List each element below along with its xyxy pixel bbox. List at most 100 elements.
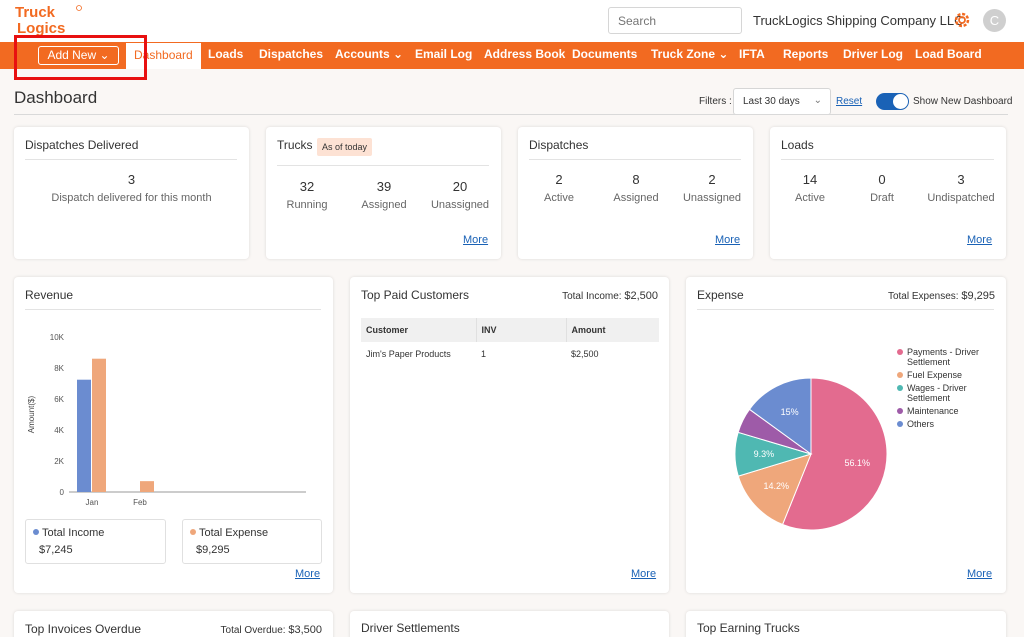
stat-value: 14 [802,172,818,187]
more-link[interactable]: More [631,568,657,580]
search-input[interactable] [608,7,742,34]
nav-item-email-log[interactable]: Email Log [415,47,473,61]
cell-inv: 1 [481,349,487,359]
nav-item-documents[interactable]: Documents [572,47,638,61]
divider [781,159,994,160]
stat-label: Undispatched [927,192,995,204]
trucklogics-logo[interactable]: Truck Logics [14,2,86,38]
card-dispatches: Dispatches 2 Active 8 Assigned 2 Unassig… [518,127,753,259]
nav-item-dashboard[interactable]: Dashboard [126,42,201,69]
add-new-button[interactable]: Add New ⌄ [38,46,119,65]
card-title: Driver Settlements [361,621,460,635]
pie-slice-fuel-expense [737,453,812,526]
nav-item-reports[interactable]: Reports [783,47,829,61]
total-income-label: Total Income [33,527,104,539]
legend-dot [897,372,903,378]
toggle-label: Show New Dashboard [913,96,1013,107]
summary-label: Total Overdue: [220,625,289,636]
total-income-summary: Total Income: $2,500 [562,290,658,302]
stat-draft: 0 Draft [852,172,912,204]
table-row[interactable]: Jim's Paper Products 1 $2,500 [361,342,659,366]
legend-item[interactable]: Others [897,419,982,429]
legend-item[interactable]: Maintenance [897,406,982,416]
card-title: Trucks [277,138,313,152]
company-name[interactable]: TruckLogics Shipping Company LLC [753,13,964,28]
expense-pie-chart: 56.1% 14.2% 9.3% 15% [734,377,888,531]
x-tick-label: Jan [86,498,99,507]
legend-label: Wages - Driver Settlement [907,383,967,403]
svg-text:Truck: Truck [15,4,56,21]
legend-label: Payments - Driver Settlement [907,347,980,367]
avatar[interactable]: C [983,9,1006,32]
stat-label: Unassigned [430,199,490,211]
filters-label: Filters : [699,96,732,107]
nav-item-truck-zone[interactable]: Truck Zone ⌄ [651,42,728,69]
stat-unassigned: 20 Unassigned [426,179,494,211]
bar-jan-total-expense [92,358,106,492]
total-expense-box: Total Expense $9,295 [182,519,322,564]
stat-caption: Dispatch delivered for this month [51,192,212,204]
legend-item[interactable]: Fuel Expense [897,370,982,380]
column-header-inv[interactable]: INV [476,318,567,342]
gear-icon[interactable] [952,10,972,30]
pie-legend: Payments - Driver Settlement Fuel Expense… [897,347,982,432]
pie-slice-others [748,377,812,455]
card-revenue: Revenue Amount($) 0 2K 4K 6K 8K 10K Jan Feb Tota… [14,277,333,593]
delivered-stat: 3 Dispatch delivered for this month [14,172,249,204]
card-title: Dispatches Delivered [25,138,139,152]
card-title: Revenue [25,288,74,302]
date-filter-select[interactable]: Last 30 days ⌄ [733,88,831,115]
new-dashboard-toggle[interactable] [876,93,909,110]
nav-item-dispatches[interactable]: Dispatches [259,47,324,61]
reset-link[interactable]: Reset [836,96,863,107]
x-tick-label: Feb [133,498,147,507]
page-title: Dashboard [14,88,98,107]
column-header-amount[interactable]: Amount [566,318,659,342]
stat-value: 39 [376,179,392,194]
legend-dot [897,408,903,414]
stat-unassigned: 2 Unassigned [678,172,746,204]
stat-label: Assigned [613,192,659,204]
nav-item-label: Accounts [335,47,390,61]
legend-label: Fuel Expense [907,370,963,380]
divider [25,159,237,160]
pie-data-label: 56.1% [844,458,870,468]
more-link[interactable]: More [715,234,741,246]
divider [529,159,741,160]
top-bar: Truck Logics TruckLogics Shipping Compan… [0,0,1024,42]
total-expense-label: Total Expense [190,527,268,539]
nav-item-accounts[interactable]: Accounts ⌄ [335,42,403,69]
pie-data-label: 9.3% [754,449,775,459]
card-title: Top Invoices Overdue [25,622,142,636]
customers-table: Customer INV Amount Jim's Paper Products… [361,318,659,366]
divider [277,165,489,166]
stat-value: 2 [555,172,563,187]
more-link[interactable]: More [463,234,489,246]
total-income-value: $7,245 [39,544,73,556]
toggle-knob [893,94,908,109]
legend-item[interactable]: Wages - Driver Settlement [897,383,982,403]
highlight-box [14,35,147,80]
pie-data-label: 15% [781,407,799,417]
legend-dot [897,385,903,391]
stat-active: 2 Active [529,172,589,204]
legend-item[interactable]: Payments - Driver Settlement [897,347,982,367]
card-title: Top Paid Customers [361,288,470,302]
card-title: Expense [697,288,744,302]
nav-item-loads[interactable]: Loads [208,47,244,61]
income-dot [33,529,39,535]
nav-item-ifta[interactable]: IFTA [739,47,765,61]
nav-item-address-book[interactable]: Address Book [484,47,566,61]
stat-value: 3 [957,172,965,187]
card-dispatches-delivered: Dispatches Delivered 3 Dispatch delivere… [14,127,249,259]
more-link[interactable]: More [967,568,993,580]
nav-item-driver-log[interactable]: Driver Log [843,47,904,61]
nav-item-load-board[interactable]: Load Board [915,47,982,61]
more-link[interactable]: More [295,568,321,580]
stat-label: Active [544,192,574,204]
y-axis-label: Amount($) [27,395,36,433]
more-link[interactable]: More [967,234,993,246]
add-new-label: Add New [47,48,97,62]
column-header-customer[interactable]: Customer [361,318,477,342]
chevron-down-icon: ⌄ [393,47,404,61]
